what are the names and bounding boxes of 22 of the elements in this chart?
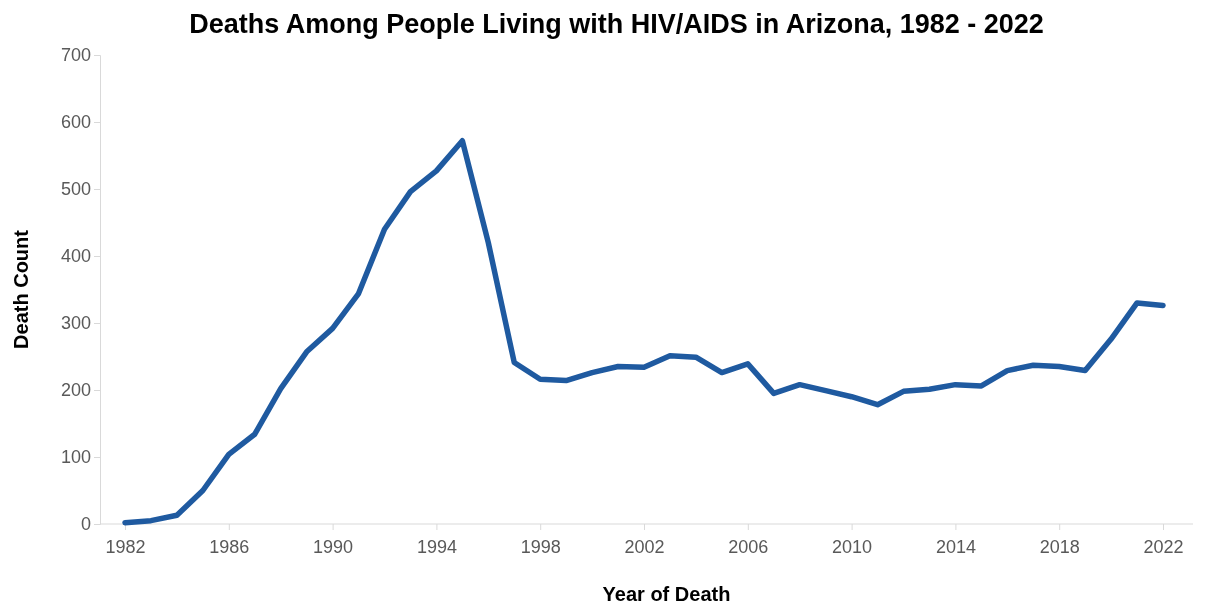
x-tick-label: 1990 <box>313 536 354 557</box>
y-tick-label: 100 <box>60 447 91 468</box>
y-tick-label: 300 <box>60 313 91 334</box>
y-tick-label: 400 <box>60 246 91 267</box>
chart-title: Deaths Among People Living with HIV/AIDS in Arizona, 1982 - 2022 <box>189 9 1044 39</box>
x-tick-label: 2002 <box>624 536 665 557</box>
y-tick-label: 0 <box>80 514 91 535</box>
y-tick-label: 600 <box>60 112 91 133</box>
x-tick-label: 2014 <box>935 536 976 557</box>
x-tick-label: 1998 <box>520 536 561 557</box>
x-tick-label: 1982 <box>105 536 146 557</box>
x-axis-title: Year of Death <box>602 583 731 605</box>
y-tick-label: 200 <box>60 380 91 401</box>
x-tick-label: 2018 <box>1039 536 1080 557</box>
x-tick-label: 1986 <box>209 536 250 557</box>
x-tick-label: 2010 <box>832 536 873 557</box>
y-tick-label: 500 <box>60 179 91 200</box>
y-axis-title: Death Count <box>10 229 32 349</box>
x-tick-label: 2022 <box>1143 536 1184 557</box>
x-tick-label: 1994 <box>416 536 457 557</box>
x-tick-label: 2006 <box>728 536 769 557</box>
y-tick-label: 700 <box>60 45 91 66</box>
